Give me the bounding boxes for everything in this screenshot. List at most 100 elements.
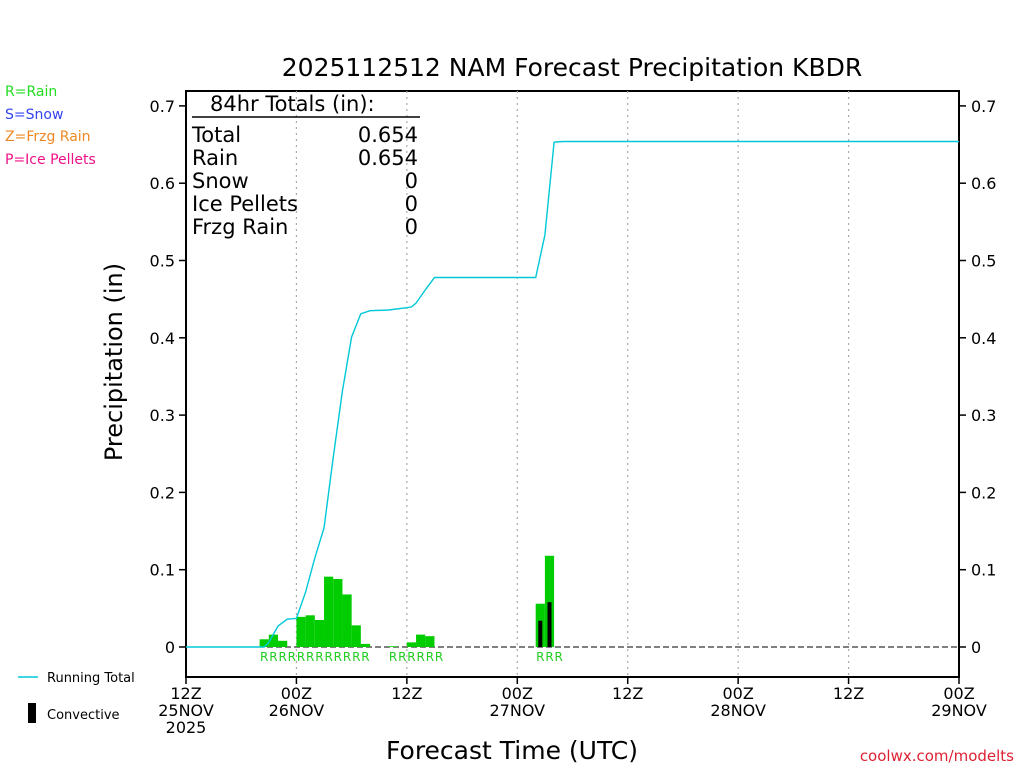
rain-marker: R (361, 650, 369, 664)
totals-box: 84hr Totals (in): Total 0.654 Rain 0.654 Sno… (191, 92, 420, 239)
x-tick-label: 00Z (502, 684, 533, 703)
rain-marker: R (426, 650, 434, 664)
x-tick-label: 12Z (170, 684, 201, 703)
x-tick-label: 2025 (166, 718, 207, 737)
precip-bar (305, 615, 315, 647)
totals-row-value: 0.654 (358, 146, 418, 170)
legend-frzg-rain: Z=Frzg Rain (5, 129, 91, 145)
precip-bar (314, 619, 325, 647)
y-tick-label-right: 0.4 (971, 329, 996, 348)
x-tick-label: 28NOV (710, 701, 766, 720)
totals-row-label: Total (191, 123, 241, 147)
y-tick-label-right: 0.2 (971, 483, 996, 502)
totals-header: 84hr Totals (in): (210, 92, 375, 116)
y-axis-label: Precipitation (in) (100, 263, 128, 461)
rain-marker: R (324, 650, 332, 664)
convective-bar (547, 602, 552, 647)
totals-row-label: Snow (192, 169, 249, 193)
x-tick-label: 12Z (391, 684, 422, 703)
totals-row-label: Rain (192, 146, 238, 170)
x-tick-label: 12Z (612, 684, 643, 703)
precip-type-legend: R=Rain S=Snow Z=Frzg Rain P=Ice Pellets (5, 84, 96, 168)
x-tick-label: 27NOV (489, 701, 545, 720)
precip-bar (388, 646, 398, 647)
y-tick-label-left: 0.1 (150, 561, 175, 580)
rain-marker: R (315, 650, 323, 664)
running-total-line (186, 140, 959, 648)
legend-ice-pellets: P=Ice Pellets (5, 152, 96, 168)
x-tick-label: 00Z (943, 684, 974, 703)
running-total-legend-label: Running Total (47, 671, 135, 686)
x-tick-label: 26NOV (269, 701, 325, 720)
precip-bar (333, 578, 343, 647)
rain-marker: R (288, 650, 296, 664)
series-legend: Running Total Convective (18, 671, 135, 723)
x-tick-label: 00Z (281, 684, 312, 703)
rain-marker: R (269, 650, 277, 664)
credit-text: coolwx.com/modelts (860, 747, 1014, 765)
precip-bar (278, 640, 288, 647)
rain-marker: R (343, 650, 351, 664)
rain-marker: R (555, 650, 563, 664)
rain-marker: R (416, 650, 424, 664)
x-tick-label: 00Z (722, 684, 753, 703)
y-tick-label-left: 0.3 (150, 406, 175, 425)
y-tick-label-right: 0.7 (971, 97, 996, 116)
convective-bar (538, 620, 543, 647)
plot-frame (185, 90, 960, 678)
precip-bar (406, 642, 417, 647)
precip-bar (259, 639, 269, 647)
convective-bars (538, 602, 552, 647)
y-tick-label-right: 0.5 (971, 252, 996, 271)
y-tick-label-left: 0 (165, 638, 175, 657)
convective-legend-label: Convective (47, 708, 120, 723)
y-tick-label-left: 0.7 (150, 97, 175, 116)
precip-bar (268, 634, 279, 647)
rain-marker: R (278, 650, 286, 664)
rain-marker: R (545, 650, 553, 664)
totals-row-value: 0 (405, 215, 418, 239)
precip-bar (324, 576, 334, 647)
totals-row-value: 0.654 (358, 123, 418, 147)
rain-marker: R (398, 650, 406, 664)
totals-row-label: Ice Pellets (192, 192, 298, 216)
precip-bar (544, 555, 555, 647)
precip-bar (351, 625, 361, 647)
rain-marker: R (260, 650, 268, 664)
totals-row-value: 0 (405, 169, 418, 193)
chart-title: 2025112512 NAM Forecast Precipitation KB… (282, 53, 862, 82)
x-tick-label: 12Z (833, 684, 864, 703)
y-tick-label-right: 0.3 (971, 406, 996, 425)
convective-legend-swatch (28, 703, 36, 723)
rain-marker: R (334, 650, 342, 664)
y-tick-label-right: 0 (971, 638, 981, 657)
x-tick-label: 29NOV (931, 701, 987, 720)
hourly-precip-bars (259, 555, 555, 647)
vertical-gridlines (295, 91, 850, 677)
precip-bar (342, 594, 352, 647)
rain-marker: R (536, 650, 544, 664)
rain-marker: R (352, 650, 360, 664)
rain-marker: R (407, 650, 415, 664)
totals-row-value: 0 (405, 192, 418, 216)
rain-marker: R (435, 650, 443, 664)
precip-bar (416, 634, 426, 647)
precip-bar (296, 616, 306, 647)
x-tick-label: 25NOV (158, 701, 214, 720)
y-axis-ticks: 0 00.1 0.10.2 0.20.3 0.30.4 0.40.5 0.50.6 0.60.… (150, 97, 997, 657)
precip-bar (360, 643, 371, 647)
totals-row-label: Frzg Rain (192, 215, 288, 239)
y-tick-label-right: 0.1 (971, 561, 996, 580)
y-tick-label-left: 0.5 (150, 252, 175, 271)
y-tick-label-left: 0.6 (150, 174, 175, 193)
precip-bar (425, 636, 435, 647)
y-tick-label-left: 0.2 (150, 483, 175, 502)
legend-snow: S=Snow (5, 107, 63, 123)
rain-marker: R (389, 650, 397, 664)
x-axis-label: Forecast Time (UTC) (386, 736, 638, 765)
y-tick-label-left: 0.4 (150, 329, 175, 348)
y-tick-label-right: 0.6 (971, 174, 996, 193)
